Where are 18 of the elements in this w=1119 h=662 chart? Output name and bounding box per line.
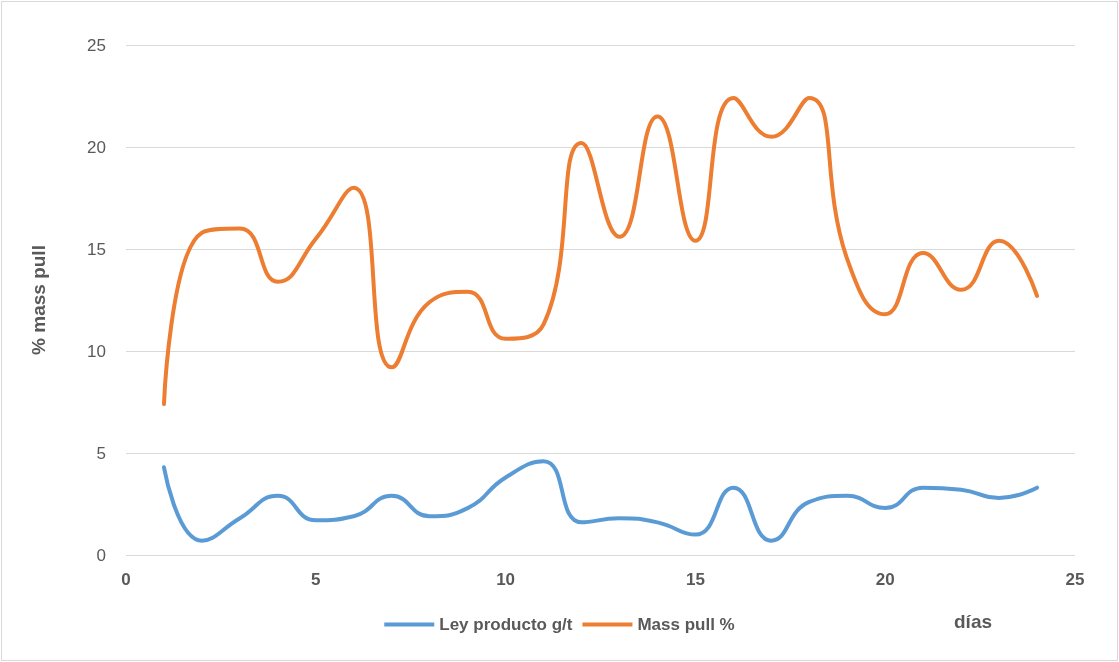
y-tick-label: 0	[96, 545, 106, 565]
y-axis-title: % mass pull	[28, 245, 49, 355]
x-tick-label: 5	[311, 570, 321, 589]
y-tick-label: 10	[87, 341, 106, 361]
line-series	[161, 459, 1040, 543]
x-tick-label: 25	[1065, 570, 1085, 589]
y-tick-label: 25	[87, 35, 106, 55]
x-tick-label: 20	[875, 570, 895, 589]
legend-label: Ley producto g/t	[439, 615, 573, 634]
x-tick-label: 0	[121, 570, 131, 589]
x-axis-title: días	[954, 611, 993, 632]
x-tick-label: 10	[496, 570, 516, 589]
y-tick-label: 15	[87, 239, 106, 259]
legend-label: Mass pull %	[637, 615, 735, 634]
y-tick-label: 20	[87, 137, 106, 157]
x-tick-label: 15	[685, 570, 705, 589]
y-tick-label: 5	[96, 443, 106, 463]
line-series	[161, 96, 1040, 407]
